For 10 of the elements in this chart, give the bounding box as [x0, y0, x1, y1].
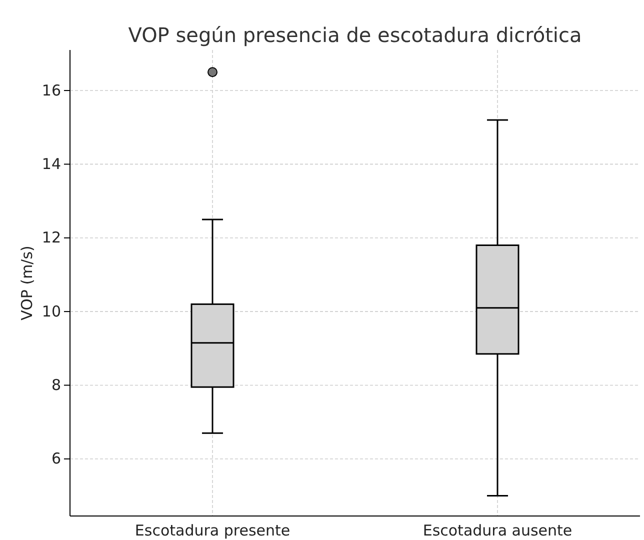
x-tick-label: Escotadura presente: [134, 522, 290, 540]
chart-title: VOP según presencia de escotadura dicrótica: [128, 23, 582, 47]
y-tick-label: 12: [42, 228, 61, 247]
y-tick-label: 14: [42, 155, 61, 173]
y-tick-label: 10: [42, 302, 61, 320]
y-tick-label: 8: [51, 376, 61, 394]
y-axis-title: VOP (m/s): [18, 246, 36, 320]
y-tick-label: 16: [42, 81, 61, 100]
y-tick-label: 6: [51, 450, 61, 468]
x-tick-label: Escotadura ausente: [422, 522, 572, 540]
